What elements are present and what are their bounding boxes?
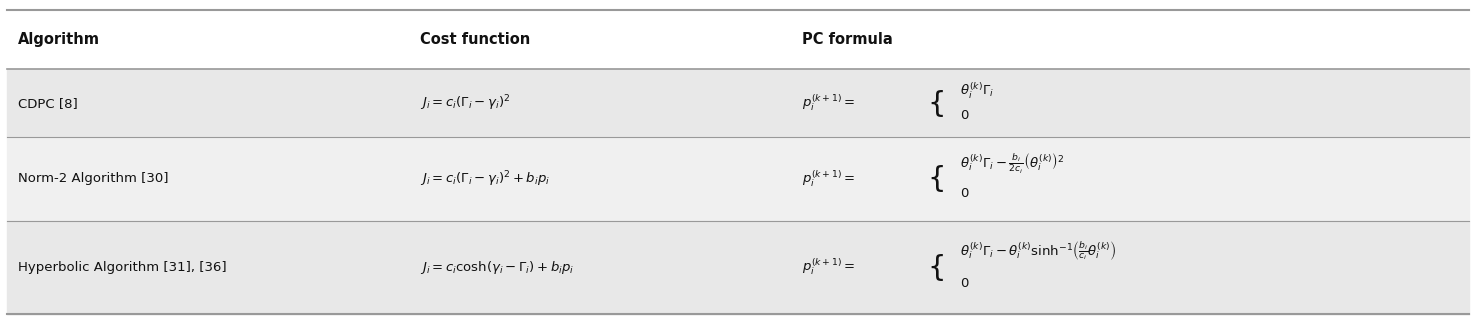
Text: $p_i^{(k+1)} =$: $p_i^{(k+1)} =$ bbox=[802, 93, 855, 113]
Text: $\{$: $\{$ bbox=[927, 252, 944, 283]
Text: $\theta_i^{(k)}\Gamma_i - \frac{b_i}{2c_i}\left(\theta_i^{(k)}\right)^2$: $\theta_i^{(k)}\Gamma_i - \frac{b_i}{2c_… bbox=[960, 152, 1064, 176]
Text: CDPC [8]: CDPC [8] bbox=[18, 97, 78, 109]
Bar bbox=[7, 10, 1469, 69]
Text: $0$: $0$ bbox=[960, 109, 969, 122]
Text: $\{$: $\{$ bbox=[927, 88, 944, 119]
Text: Hyperbolic Algorithm [31], [36]: Hyperbolic Algorithm [31], [36] bbox=[18, 260, 227, 274]
Text: $J_i = c_i(\Gamma_i - \gamma_i)^2$: $J_i = c_i(\Gamma_i - \gamma_i)^2$ bbox=[420, 93, 509, 113]
Text: $\theta_i^{(k)}\Gamma_i - \theta_i^{(k)} \sinh^{-1}\!\left(\frac{b_i}{c_i}\theta: $\theta_i^{(k)}\Gamma_i - \theta_i^{(k)}… bbox=[960, 239, 1116, 262]
Text: PC formula: PC formula bbox=[802, 32, 894, 47]
Bar bbox=[7, 137, 1469, 220]
Bar bbox=[7, 69, 1469, 137]
Text: $J_i = c_i \cosh(\gamma_i - \Gamma_i) + b_i p_i$: $J_i = c_i \cosh(\gamma_i - \Gamma_i) + … bbox=[420, 259, 574, 276]
Text: $0$: $0$ bbox=[960, 188, 969, 200]
Text: $p_i^{(k+1)} =$: $p_i^{(k+1)} =$ bbox=[802, 257, 855, 277]
Text: Norm-2 Algorithm [30]: Norm-2 Algorithm [30] bbox=[18, 172, 168, 186]
Text: $\{$: $\{$ bbox=[927, 164, 944, 195]
Bar bbox=[7, 220, 1469, 314]
Text: $J_i = c_i(\Gamma_i - \gamma_i)^2 + b_i p_i$: $J_i = c_i(\Gamma_i - \gamma_i)^2 + b_i … bbox=[420, 169, 549, 189]
Text: Algorithm: Algorithm bbox=[18, 32, 100, 47]
Text: $\theta_i^{(k)}\Gamma_i$: $\theta_i^{(k)}\Gamma_i$ bbox=[960, 81, 994, 101]
Text: $p_i^{(k+1)} =$: $p_i^{(k+1)} =$ bbox=[802, 169, 855, 189]
Text: Cost function: Cost function bbox=[420, 32, 530, 47]
Text: $0$: $0$ bbox=[960, 277, 969, 290]
